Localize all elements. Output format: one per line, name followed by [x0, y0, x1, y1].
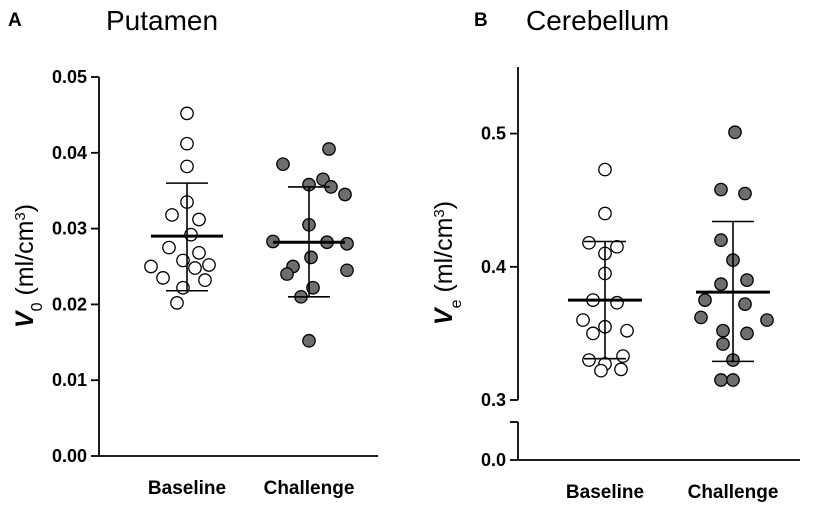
data-point-baseline [202, 258, 216, 272]
data-point-challenge [726, 373, 740, 387]
panel-a-category-baseline: Baseline [148, 478, 226, 499]
data-point-baseline [582, 353, 596, 367]
panel-a-title: Putamen [106, 5, 218, 36]
y-tick-label: 0.02 [52, 294, 87, 314]
data-point-challenge [760, 313, 774, 327]
data-point-challenge [340, 236, 354, 251]
panel-a-points [144, 106, 354, 348]
panel-b-y-ticks: 0.0 0.3 0.4 0.5 [481, 124, 518, 470]
panel-a-y-label: V0 (ml/cm3) [11, 204, 46, 328]
y-tick-label: 0.03 [52, 219, 87, 239]
data-point-baseline [586, 326, 600, 341]
y-tick-label: 0.04 [52, 143, 87, 163]
data-point-challenge [716, 323, 730, 338]
data-point-baseline [610, 295, 624, 310]
data-point-challenge [338, 187, 352, 202]
panel-b-y-label-sup: 3 [431, 209, 448, 217]
data-point-baseline [576, 313, 590, 327]
panel-a: A Putamen 0.00 0.01 0.02 0.03 0.04 0.05 Basel… [8, 5, 378, 499]
data-point-baseline [594, 363, 608, 378]
panel-b-y-label-symbol: V [430, 306, 458, 325]
data-point-challenge [740, 326, 754, 341]
panel-a-y-ticks: 0.00 0.01 0.02 0.03 0.04 0.05 [52, 67, 99, 466]
data-point-baseline [620, 323, 634, 338]
panel-b-bars [568, 220, 770, 363]
data-point-baseline [598, 162, 612, 177]
data-point-challenge [714, 277, 728, 291]
data-point-baseline [614, 362, 628, 377]
data-point-baseline [582, 235, 596, 250]
data-point-baseline [165, 208, 179, 222]
panel-b-title: Cerebellum [526, 5, 669, 36]
data-point-challenge [280, 267, 294, 281]
panel-a-bars [151, 182, 345, 298]
data-point-challenge [304, 250, 318, 265]
data-point-challenge [302, 333, 316, 348]
data-point-baseline [144, 259, 158, 274]
data-point-baseline [156, 271, 170, 285]
data-point-baseline [188, 261, 202, 275]
data-point-baseline [162, 240, 176, 255]
panel-a-y-label-sup: 3 [12, 212, 29, 220]
data-point-baseline [176, 253, 190, 268]
data-point-challenge [694, 310, 708, 325]
data-point-challenge [714, 233, 728, 248]
y-tick-label: 0.01 [52, 370, 87, 390]
data-point-challenge [740, 273, 754, 287]
y-tick-label: 0.0 [481, 450, 506, 470]
data-point-baseline [598, 206, 612, 221]
data-point-baseline [180, 136, 194, 151]
data-point-baseline [180, 106, 194, 121]
data-point-baseline [170, 296, 184, 310]
data-point-baseline [184, 227, 198, 242]
panel-b-y-label-close: ) [430, 201, 458, 209]
data-point-challenge [738, 297, 752, 311]
data-point-challenge [716, 337, 730, 351]
data-point-challenge [728, 125, 742, 140]
y-tick-label: 0.00 [52, 446, 87, 466]
data-point-challenge [738, 186, 752, 201]
panel-a-letter: A [8, 10, 22, 31]
data-point-baseline [616, 349, 630, 363]
y-tick-label: 0.4 [481, 257, 506, 277]
panel-b-letter: B [474, 10, 488, 31]
panel-b-category-challenge: Challenge [688, 482, 779, 503]
data-point-challenge [306, 280, 320, 295]
data-point-challenge [698, 293, 712, 307]
panel-a-category-challenge: Challenge [264, 478, 355, 499]
y-tick-label: 0.3 [481, 390, 506, 410]
panel-a-y-label-close: ) [11, 204, 39, 212]
data-point-baseline [192, 212, 206, 227]
y-tick-label: 0.5 [481, 124, 506, 144]
data-point-baseline [610, 239, 624, 254]
y-tick-label: 0.05 [52, 67, 87, 87]
panel-b: B Cerebellum 0.0 0.3 0.4 0.5 Baseline Chall… [430, 5, 800, 503]
panel-b-y-label: Ve (ml/cm3) [430, 201, 465, 325]
panel-a-y-label-symbol: V [11, 309, 39, 328]
data-point-challenge [322, 142, 336, 156]
panel-b-y-label-unit: (ml/cm [430, 218, 458, 300]
panel-b-category-baseline: Baseline [566, 482, 644, 503]
panel-a-y-label-unit: (ml/cm [11, 221, 39, 303]
panel-b-points [576, 125, 774, 387]
data-point-baseline [198, 273, 212, 287]
panel-a-y-label-sub: 0 [29, 302, 46, 311]
data-point-challenge [714, 373, 728, 387]
data-point-baseline [192, 246, 206, 260]
data-point-challenge [276, 157, 290, 172]
panel-b-y-label-sub: e [448, 299, 465, 308]
data-point-baseline [180, 159, 194, 174]
data-point-challenge [714, 182, 728, 197]
data-point-challenge [340, 263, 354, 278]
